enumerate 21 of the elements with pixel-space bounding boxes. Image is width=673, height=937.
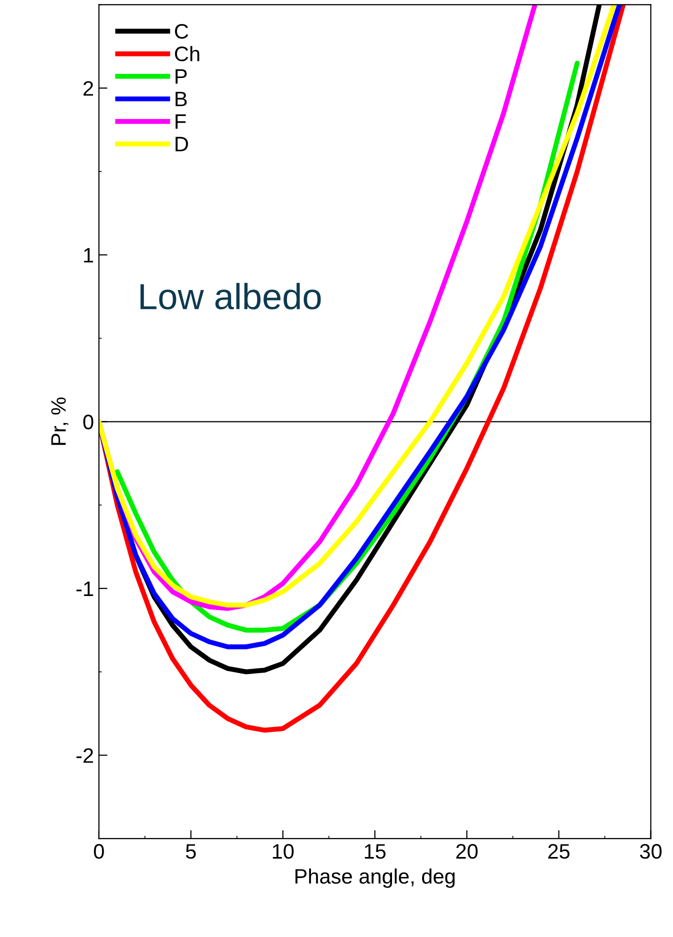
- legend-label: D: [176, 136, 188, 152]
- y-axis-title: Pr, %: [51, 397, 68, 445]
- y-tick-label: -1: [76, 582, 94, 596]
- legend-label: F: [176, 114, 186, 129]
- x-tick-label: 10: [272, 844, 294, 859]
- x-tick-label: 30: [640, 844, 662, 859]
- legend-label: B: [176, 92, 187, 106]
- x-axis-title: Phase angle, deg: [295, 868, 455, 888]
- annotation: Low albedo: [140, 282, 321, 310]
- legend-label: P: [176, 69, 187, 84]
- y-tick-label: 0: [83, 414, 94, 430]
- y-tick-label: 1: [84, 248, 94, 262]
- y-tick-label: 2: [84, 81, 94, 96]
- legend-label: Ch: [174, 46, 200, 62]
- x-tick-label: 20: [456, 844, 478, 859]
- x-tick-label: 25: [548, 844, 570, 859]
- x-tick-label: 15: [364, 844, 386, 859]
- x-tick-label: 0: [94, 844, 104, 859]
- y-tick-label: -2: [76, 748, 94, 763]
- x-tick-label: 5: [186, 844, 196, 859]
- legend-label: C: [174, 24, 188, 39]
